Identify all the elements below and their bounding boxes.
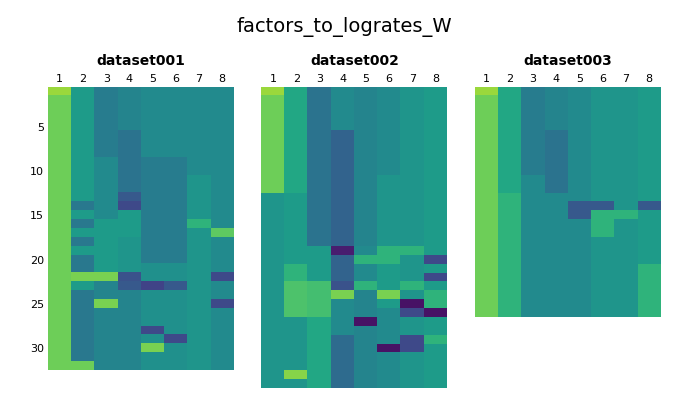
Title: dataset001: dataset001 xyxy=(96,54,186,67)
Title: dataset003: dataset003 xyxy=(524,54,612,67)
Title: dataset002: dataset002 xyxy=(310,54,399,67)
Text: factors_to_logrates_W: factors_to_logrates_W xyxy=(236,17,452,36)
